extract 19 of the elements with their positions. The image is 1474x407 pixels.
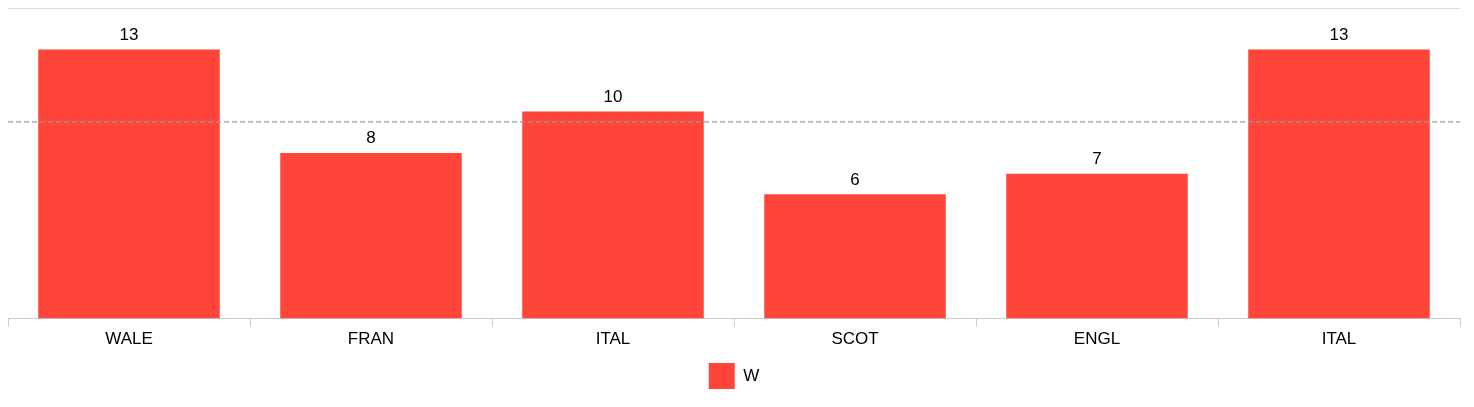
- x-tick-label: FRAN: [347, 329, 395, 349]
- bar: [1248, 49, 1430, 319]
- data-label: 13: [119, 24, 139, 44]
- x-tick-label: ITAL: [1321, 329, 1357, 349]
- data-label: 8: [366, 128, 376, 148]
- bar: [522, 111, 704, 319]
- bar: [280, 152, 462, 319]
- data-label: 6: [850, 169, 860, 189]
- data-label: 10: [603, 86, 623, 106]
- x-tick-label: ITAL: [595, 329, 631, 349]
- bar: [1006, 173, 1188, 319]
- data-label: 7: [1092, 148, 1102, 168]
- bar: [38, 49, 220, 319]
- bar: [764, 194, 946, 319]
- x-tick-label: SCOT: [831, 329, 879, 349]
- legend-label: W: [743, 365, 760, 385]
- x-tick-label: WALE: [105, 329, 153, 349]
- x-tick-label: ENGL: [1073, 329, 1121, 349]
- data-label: 13: [1329, 24, 1349, 44]
